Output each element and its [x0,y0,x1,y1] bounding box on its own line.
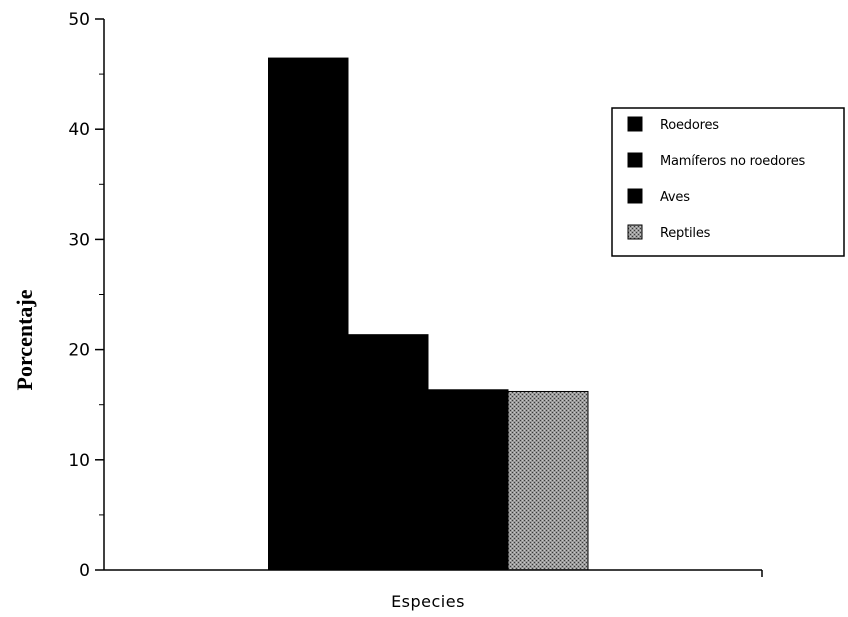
y-tick-label: 30 [68,230,90,250]
legend-label: Mamíferos no roedores [660,154,806,169]
bar-mam-feros-no-roedores [348,334,429,570]
bars-layer [268,57,589,571]
legend-box [611,107,845,257]
y-tick-label: 10 [68,451,90,471]
legend-label: Roedores [660,118,719,133]
legend-label: Reptiles [660,226,711,241]
legend: Roedores Mamíferos no roedores Aves Reptile… [611,107,845,257]
bar-reptiles [507,390,589,571]
legend-label: Aves [660,190,690,205]
y-ticks: 0 10 20 30 40 50 [68,10,104,581]
bar-roedores [268,57,349,570]
y-axis-title: Porcentaje [12,289,37,390]
legend-swatch [627,224,643,240]
legend-swatch [627,152,643,168]
y-tick-label: 40 [68,120,90,140]
y-tick-label: 50 [68,10,90,30]
legend-swatch [627,116,643,132]
y-tick-label: 0 [79,561,90,581]
legend-swatch [627,188,643,204]
x-axis-category-label: Especies [391,592,465,611]
y-tick-label: 20 [68,341,90,361]
bar-aves [428,389,509,570]
